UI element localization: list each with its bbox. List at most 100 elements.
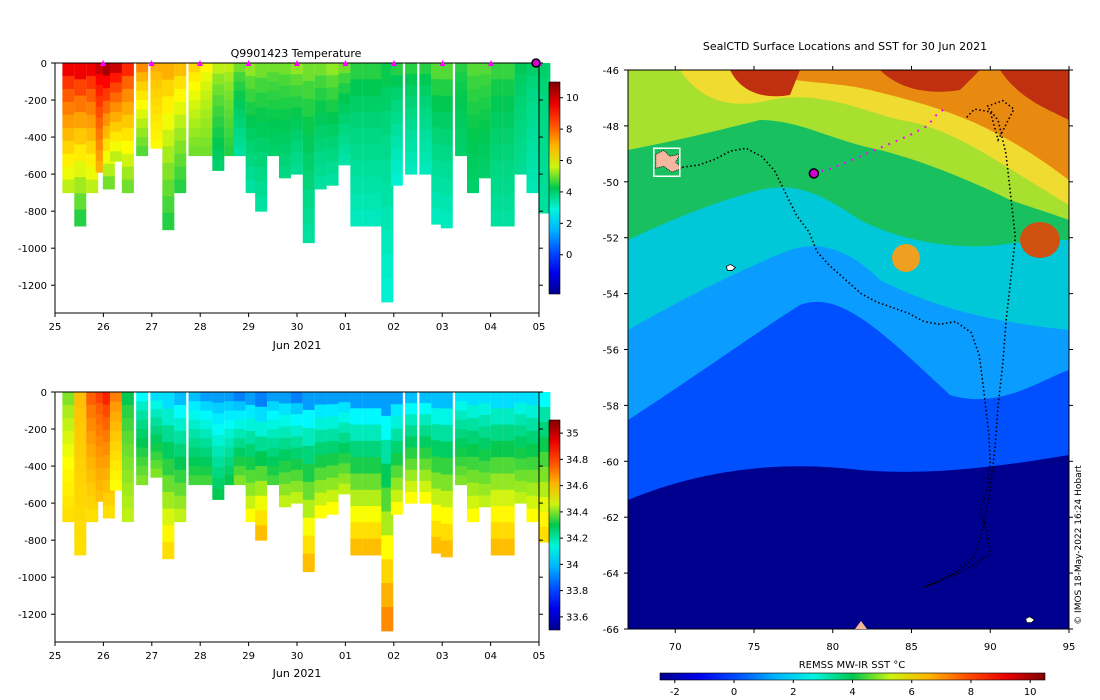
- profile-cell: [174, 140, 187, 155]
- profile-cell: [86, 153, 99, 168]
- profile-cell: [405, 492, 418, 504]
- profile-cell: [95, 402, 108, 415]
- lat-tick-label: -62: [603, 513, 619, 524]
- profile-cell: [326, 502, 339, 515]
- profile-cell: [338, 463, 351, 474]
- island-shape: [1025, 616, 1036, 624]
- profile-cell: [245, 75, 258, 90]
- profile-cell: [302, 116, 315, 136]
- profile-cell: [431, 537, 444, 554]
- salinity-xlabel: Jun 2021: [272, 667, 322, 680]
- sst-colorbar-tick-label: 8: [968, 687, 974, 698]
- profile-cell: [514, 163, 527, 175]
- profile-cell: [381, 158, 394, 183]
- temperature-title: Q9901423 Temperature: [231, 47, 362, 60]
- profile-cell: [440, 457, 453, 475]
- profile-cell: [526, 482, 539, 497]
- x-tick-label: 26: [97, 322, 110, 333]
- profile-cell: [224, 137, 237, 147]
- profile-cell: [278, 449, 291, 462]
- profile-cell: [188, 475, 201, 486]
- profile-cell: [174, 88, 187, 103]
- profile-cell: [136, 100, 149, 110]
- profile-cell: [514, 403, 527, 415]
- profile-cell: [109, 441, 122, 452]
- profile-cell: [419, 492, 432, 504]
- profile-cell: [233, 72, 246, 83]
- profile-cell: [478, 85, 491, 98]
- profile-cell: [371, 440, 384, 458]
- profile-cell: [326, 453, 339, 466]
- profile-cell: [233, 127, 246, 138]
- profile-cell: [419, 63, 432, 75]
- colorbar-tick-label: 34.2: [566, 534, 588, 545]
- profile-cell: [440, 145, 453, 163]
- profile-cell: [62, 127, 75, 142]
- profile-cell: [381, 134, 394, 160]
- profile-cell: [302, 481, 315, 501]
- profile-cell: [224, 127, 237, 138]
- profile-cell: [302, 206, 315, 226]
- profile-cell: [278, 154, 291, 167]
- profile-cell: [302, 170, 315, 190]
- profile-cell: [514, 63, 527, 75]
- profile-cell: [538, 512, 551, 528]
- profile-cell: [95, 128, 108, 140]
- profile-cell: [109, 72, 122, 84]
- profile-cell: [109, 450, 122, 462]
- profile-cell: [136, 81, 149, 92]
- profile-cell: [174, 404, 187, 419]
- profile-cell: [200, 401, 213, 412]
- profile-cell: [440, 408, 453, 426]
- profile-cell: [314, 176, 327, 190]
- profile-cell: [136, 419, 149, 430]
- profile-cell: [74, 424, 87, 442]
- profile-cell: [86, 63, 99, 77]
- profile-cell: [255, 137, 268, 153]
- profile-cell: [490, 209, 503, 227]
- x-tick-label: 25: [49, 651, 62, 662]
- profile-cell: [302, 80, 315, 100]
- sst-map-panel: SealCTD Surface Locations and SST for 30…: [603, 40, 1084, 698]
- profile-cell: [466, 482, 479, 497]
- profile-cell: [200, 90, 213, 101]
- profile-cell: [302, 152, 315, 172]
- profile-cell: [62, 114, 75, 129]
- profile-cell: [62, 75, 75, 90]
- temperature-colorbar-ticks: 0 2 4 6 8 10: [560, 93, 579, 261]
- profile-cell: [121, 404, 134, 419]
- profile-cell: [150, 409, 163, 419]
- profile-cell: [362, 193, 375, 211]
- profile-cell: [362, 128, 375, 145]
- profile-cell: [233, 410, 246, 421]
- profile-cell: [405, 458, 418, 471]
- profile-cell: [431, 111, 444, 128]
- profile-cell: [350, 128, 363, 145]
- profile-cell: [419, 129, 432, 142]
- profile-cell: [440, 161, 453, 179]
- profile-cell: [538, 198, 551, 214]
- colorbar-tick-label: 35: [566, 429, 579, 440]
- profile-cell: [381, 415, 394, 441]
- profile-cell: [212, 73, 225, 85]
- profile-cell: [490, 392, 503, 409]
- profile-cell: [350, 79, 363, 97]
- profile-cell: [390, 477, 403, 491]
- profile-cell: [514, 436, 527, 449]
- map-credit: © IMOS 18-May-2022 16:24 Hobart: [1074, 465, 1084, 625]
- profile-cell: [419, 96, 432, 108]
- profile-cell: [490, 160, 503, 178]
- profile-cell: [86, 392, 99, 406]
- profile-cell: [267, 146, 280, 157]
- profile-cell: [440, 392, 453, 409]
- x-tick-label: 03: [436, 322, 449, 333]
- profile-cell: [362, 63, 375, 80]
- temperature-panel: Q9901423 Temperature 0 -200 -400 -600 -800 -1…: [18, 47, 579, 352]
- profile-cell: [362, 440, 375, 458]
- profile-cell: [478, 426, 491, 439]
- profile-cell: [455, 419, 468, 430]
- profile-cell: [109, 470, 122, 481]
- profile-cell: [188, 127, 201, 138]
- profile-cell: [224, 72, 237, 83]
- profile-cell: [314, 125, 327, 140]
